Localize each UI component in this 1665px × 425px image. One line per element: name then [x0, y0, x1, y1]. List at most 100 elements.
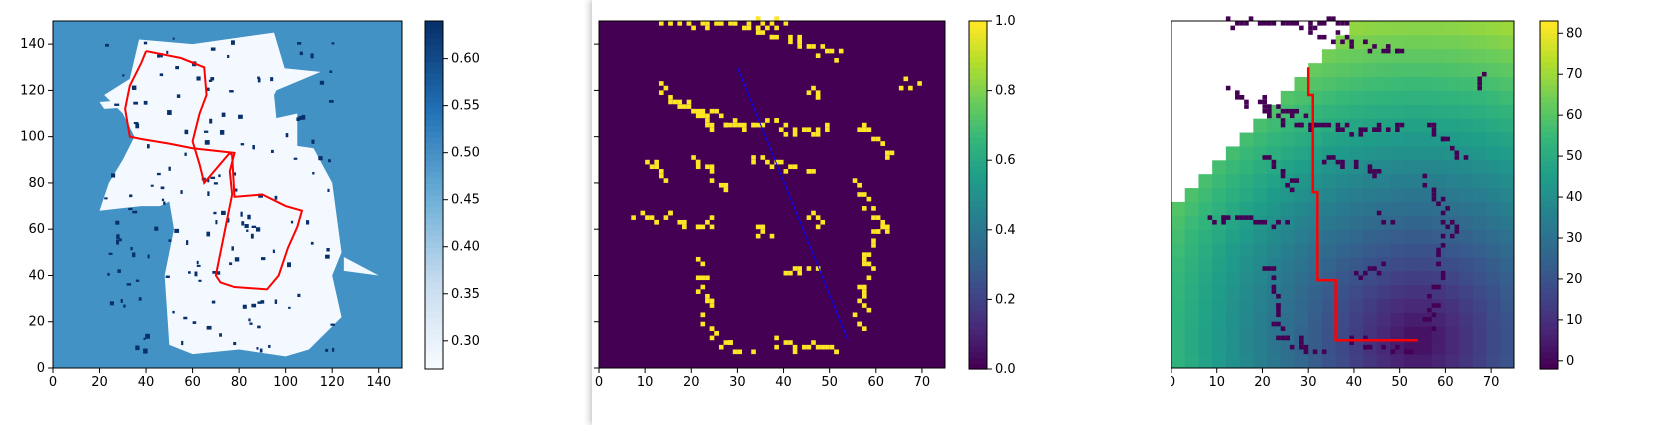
unreached-cell — [1267, 34, 1282, 50]
obstacle-cell — [1431, 284, 1437, 290]
unreached-cell — [1225, 62, 1241, 78]
occupied-cell — [658, 81, 664, 86]
distance-cell — [1445, 298, 1460, 313]
obstacle-cell — [1280, 326, 1286, 331]
distance-cell — [1390, 298, 1405, 313]
obstacle-cell — [1308, 122, 1313, 128]
binary-map-colorbar-segment — [969, 96, 987, 103]
distance-cell — [1363, 62, 1378, 78]
occupied-cell — [126, 283, 132, 286]
distance-cell — [1308, 270, 1323, 286]
occupied-cell — [166, 50, 169, 54]
obstacle-cell — [1262, 266, 1268, 271]
occupied-cell — [159, 73, 164, 77]
occupied-cell — [221, 112, 226, 117]
occupied-cell — [806, 90, 812, 96]
obstacle-cell — [1431, 187, 1437, 193]
obstacle-cell — [1404, 349, 1409, 355]
obstacle-cell — [1321, 34, 1327, 40]
distance-cell — [1171, 326, 1186, 341]
distance-cell — [1472, 159, 1488, 175]
distance-cell — [1280, 312, 1295, 327]
obstacle-cell — [1294, 122, 1300, 128]
distance-cell — [1225, 312, 1241, 327]
occupied-cell — [774, 34, 779, 40]
distance-cell — [1417, 201, 1433, 216]
distance-cell — [1472, 340, 1488, 355]
obstacle-cell — [1271, 164, 1277, 169]
occupied-cell — [792, 344, 798, 350]
occupied-cell — [709, 303, 715, 308]
distance-cell — [1280, 229, 1295, 244]
obstacle-cell — [1267, 108, 1272, 114]
distance-cell — [1500, 48, 1515, 64]
binary-map-colorbar-segment — [969, 357, 987, 364]
occupied-cell — [234, 257, 240, 262]
occupied-cell — [306, 220, 310, 225]
binary-map-colorbar-segment — [969, 311, 987, 318]
distance-cell — [1445, 21, 1460, 36]
distance-cell — [1445, 326, 1460, 341]
obstacle-cell — [1308, 25, 1313, 31]
distance-cell — [1376, 145, 1392, 161]
occupied-cell — [663, 178, 669, 183]
binary-map-colorbar-label: 0.2 — [995, 292, 1016, 307]
distance-cell — [1335, 340, 1350, 355]
occupied-cell — [658, 169, 664, 174]
occupied-cell — [167, 110, 172, 115]
unreached-cell — [1171, 34, 1186, 50]
distance-cell — [1459, 312, 1474, 327]
unreached-cell — [1294, 62, 1309, 78]
distance-cell — [1253, 229, 1268, 244]
occupancy-colorbar-segment — [425, 287, 443, 295]
binary-map-colorbar-segment — [969, 293, 987, 300]
distance-cell — [1445, 256, 1460, 272]
occupied-cell — [788, 39, 793, 45]
obstacle-cell — [1340, 21, 1345, 26]
occupied-cell — [288, 306, 291, 309]
distance-cell — [1417, 229, 1433, 244]
obstacle-cell — [1385, 44, 1391, 49]
occupied-cell — [857, 182, 862, 188]
occupied-cell — [908, 85, 913, 91]
distance-cell — [1459, 118, 1474, 133]
occupied-cell — [732, 21, 738, 26]
occupancy-xtick-label: 60 — [184, 375, 201, 390]
occupied-cell — [145, 333, 150, 339]
occupied-cell — [115, 220, 120, 225]
occupied-cell — [682, 219, 687, 225]
distance-cell — [1171, 340, 1186, 355]
obstacle-cell — [1244, 104, 1249, 109]
distance-cell — [1294, 312, 1309, 327]
occupied-cell — [668, 210, 673, 216]
distance-cell — [1459, 132, 1474, 147]
distance-field-plot-area — [1171, 16, 1515, 369]
distance-cell — [1431, 145, 1446, 161]
occupied-cell — [801, 127, 807, 133]
distance-field-colorbar-segment — [1540, 282, 1558, 289]
distance-cell — [1459, 215, 1474, 230]
obstacle-cell — [1271, 275, 1277, 281]
obstacle-cell — [1353, 159, 1359, 165]
unreached-cell — [1239, 90, 1254, 105]
unreached-cell — [1171, 187, 1186, 202]
binary-map-colorbar-frame — [968, 20, 988, 370]
distance-cell — [1363, 48, 1378, 64]
distance-field-colorbar-segment — [1540, 311, 1558, 318]
distance-cell — [1294, 159, 1309, 175]
occupied-cell — [120, 299, 123, 303]
occupancy-colorbar-segment — [425, 189, 443, 196]
distance-cell — [1404, 145, 1419, 161]
distance-cell — [1184, 187, 1199, 202]
distance-cell — [1267, 215, 1282, 230]
unreached-cell — [1171, 62, 1186, 78]
occupied-cell — [861, 252, 867, 257]
occupied-cell — [705, 118, 710, 123]
distance-cell — [1417, 34, 1433, 50]
obstacle-cell — [1331, 39, 1336, 45]
distance-cell — [1349, 21, 1364, 36]
distance-field-colorbar-segment — [1540, 241, 1558, 248]
unreached-cell — [1171, 118, 1186, 133]
occupied-cell — [705, 293, 710, 299]
occupancy-colorbar-segment — [425, 357, 443, 364]
